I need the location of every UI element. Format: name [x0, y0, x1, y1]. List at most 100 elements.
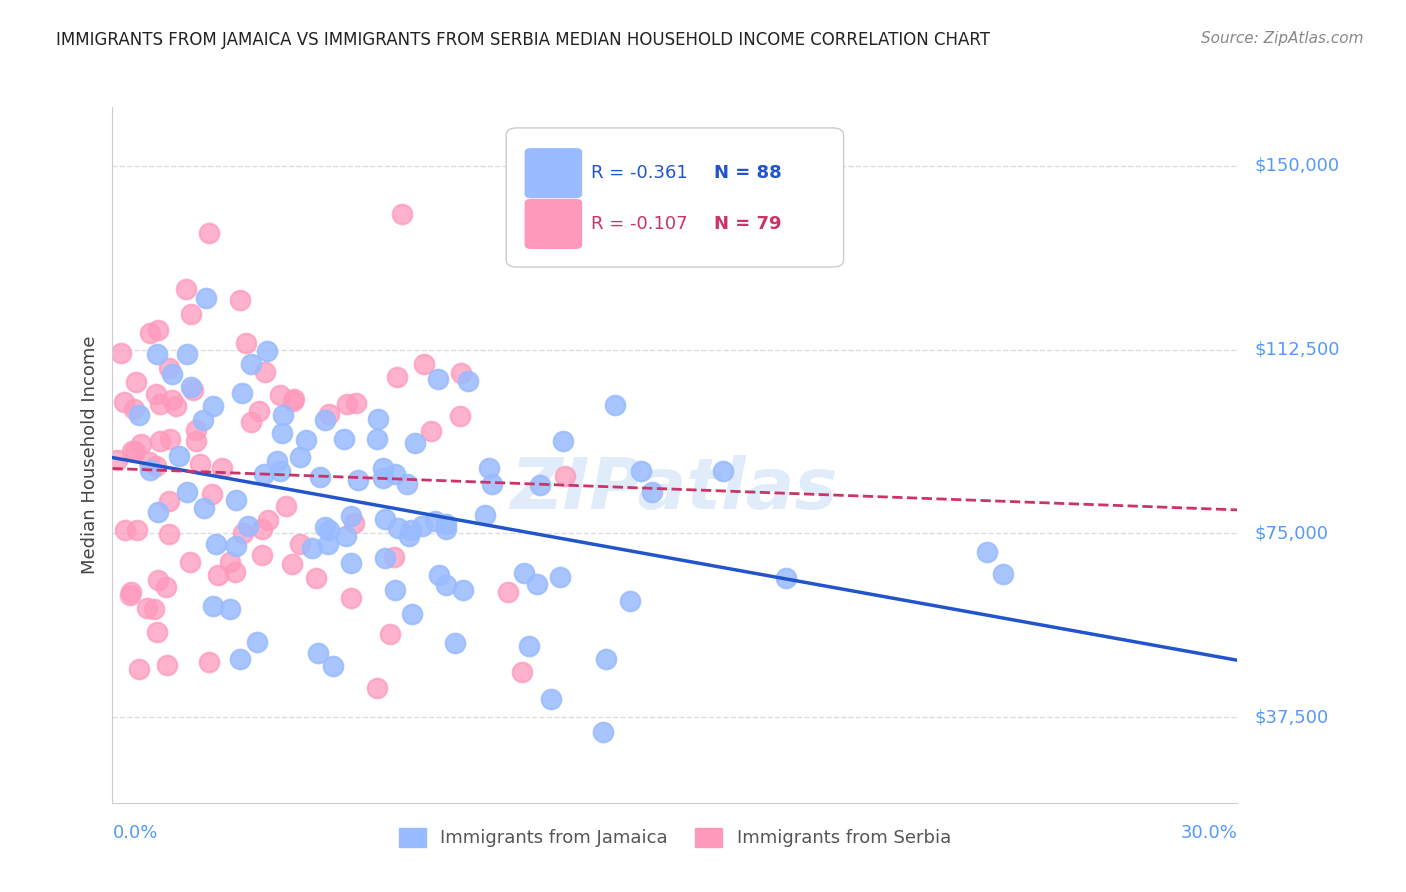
Point	[201, 599, 224, 613]
Point	[434, 578, 457, 592]
Point	[399, 523, 422, 537]
Point	[478, 461, 501, 475]
Point	[239, 357, 262, 371]
Text: Source: ZipAtlas.com: Source: ZipAtlas.com	[1201, 31, 1364, 46]
Point	[148, 505, 170, 519]
Point	[194, 291, 217, 305]
Point	[396, 477, 419, 491]
Point	[384, 467, 406, 481]
Point	[481, 477, 503, 491]
Point	[193, 500, 215, 515]
Point	[276, 500, 298, 514]
Point	[340, 556, 363, 570]
Point	[371, 460, 394, 475]
Point	[224, 565, 246, 579]
Point	[235, 335, 257, 350]
Point	[236, 519, 259, 533]
Point	[367, 411, 389, 425]
Point	[118, 588, 141, 602]
Y-axis label: Median Household Income: Median Household Income	[80, 335, 98, 574]
FancyBboxPatch shape	[506, 128, 844, 267]
Point	[159, 432, 181, 446]
Point	[976, 545, 998, 559]
Point	[252, 467, 274, 482]
Point	[288, 537, 311, 551]
Point	[595, 652, 617, 666]
Point	[157, 361, 180, 376]
Point	[427, 568, 450, 582]
Point	[253, 365, 276, 379]
Point	[413, 357, 436, 371]
Point	[449, 409, 471, 423]
FancyBboxPatch shape	[526, 200, 582, 248]
Point	[305, 571, 328, 585]
Point	[146, 624, 169, 639]
Point	[453, 582, 475, 597]
Point	[434, 522, 457, 536]
Point	[157, 526, 180, 541]
Point	[420, 425, 443, 439]
Point	[148, 573, 170, 587]
Text: 0.0%: 0.0%	[112, 823, 157, 842]
Point	[307, 646, 329, 660]
Point	[145, 347, 167, 361]
Point	[343, 516, 366, 531]
Point	[641, 485, 664, 500]
Point	[366, 432, 388, 446]
Point	[548, 570, 571, 584]
Point	[335, 529, 357, 543]
Point	[301, 541, 323, 555]
Text: R = -0.361: R = -0.361	[591, 164, 688, 182]
Point	[112, 394, 135, 409]
Point	[554, 468, 576, 483]
Point	[374, 550, 396, 565]
Point	[176, 346, 198, 360]
Point	[179, 555, 201, 569]
Point	[314, 520, 336, 534]
Point	[401, 607, 423, 621]
Point	[250, 548, 273, 562]
Point	[281, 557, 304, 571]
Point	[517, 640, 540, 654]
Point	[124, 444, 146, 458]
Point	[398, 529, 420, 543]
Point	[496, 585, 519, 599]
Point	[157, 493, 180, 508]
Point	[271, 426, 294, 441]
Point	[211, 461, 233, 475]
Point	[231, 385, 253, 400]
Point	[121, 443, 143, 458]
Point	[450, 366, 472, 380]
Point	[526, 577, 548, 591]
Point	[269, 464, 291, 478]
Point	[139, 326, 162, 340]
Point	[232, 525, 254, 540]
Point	[512, 566, 534, 580]
Point	[605, 398, 627, 412]
Point	[225, 492, 247, 507]
Point	[711, 464, 734, 478]
Point	[143, 602, 166, 616]
Point	[374, 512, 396, 526]
Point	[180, 307, 202, 321]
Text: R = -0.107: R = -0.107	[591, 215, 688, 233]
Text: $112,500: $112,500	[1254, 341, 1340, 359]
Point	[145, 458, 167, 473]
Point	[391, 207, 413, 221]
Text: 30.0%: 30.0%	[1181, 823, 1237, 842]
Point	[207, 568, 229, 582]
Point	[269, 388, 291, 402]
Point	[128, 408, 150, 422]
Point	[333, 433, 356, 447]
Point	[174, 282, 197, 296]
Point	[181, 383, 204, 397]
Point	[630, 464, 652, 478]
Point	[283, 392, 305, 406]
Point	[228, 293, 250, 307]
Point	[322, 659, 344, 673]
Text: $75,000: $75,000	[1254, 524, 1329, 542]
Point	[457, 375, 479, 389]
Point	[110, 346, 132, 360]
Point	[188, 457, 211, 471]
Point	[384, 549, 406, 564]
